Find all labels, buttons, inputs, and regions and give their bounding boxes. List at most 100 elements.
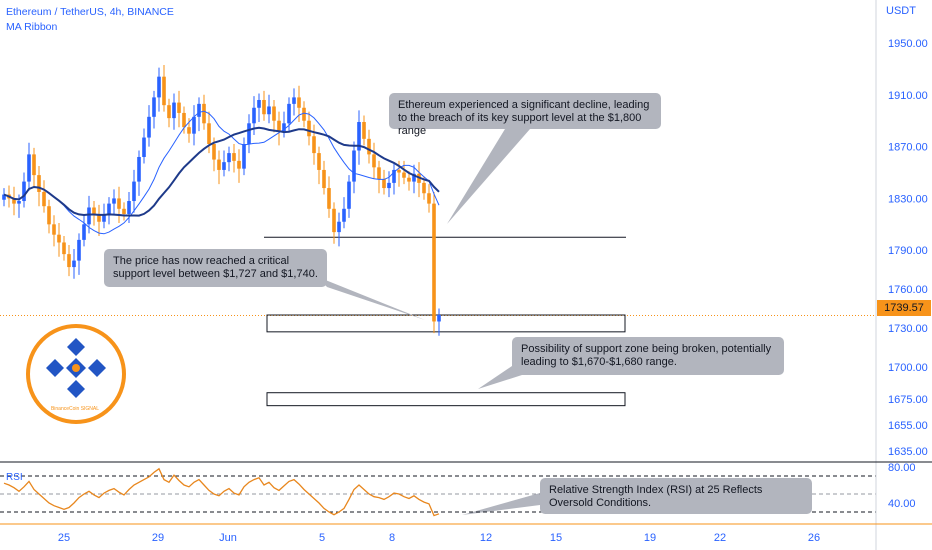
target-zone-1670-1680 [266, 392, 626, 407]
indicator-label[interactable]: MA Ribbon [6, 21, 58, 33]
candle-body [32, 154, 36, 176]
ma-line-fast [3, 110, 440, 235]
candle-body [207, 123, 211, 145]
candle-body [157, 76, 161, 98]
callout-support: The price has now reached a critical sup… [104, 249, 327, 287]
candle-body [2, 194, 6, 200]
candle-body [177, 102, 181, 113]
candle-body [332, 208, 336, 233]
pointer-rsi [462, 493, 540, 515]
candle-body [167, 105, 171, 119]
price-tick-label: 1790.00 [888, 245, 928, 257]
candle-body [357, 122, 361, 151]
candle-body [117, 198, 121, 209]
candle-body [52, 224, 56, 235]
candle-body [147, 116, 151, 138]
candle-body [37, 175, 41, 192]
price-tick-label: 1830.00 [888, 193, 928, 205]
candle-body [22, 181, 26, 202]
symbol-title: Ethereum / TetherUS, 4h, BINANCE [6, 6, 174, 18]
candlesticks [2, 65, 441, 336]
candle-body [382, 179, 386, 189]
candle-body [222, 162, 226, 170]
callout-pointers [318, 129, 540, 515]
candle-body [172, 102, 176, 119]
logo-diamond-right [88, 359, 106, 377]
price-tick-label: 1675.00 [888, 394, 928, 406]
price-tick-label: 1655.00 [888, 420, 928, 432]
time-tick-label: Jun [219, 532, 237, 544]
candle-body [387, 182, 391, 189]
candle-body [362, 122, 366, 139]
candle-body [112, 198, 116, 204]
candle-body [217, 159, 221, 170]
logo-diamond-left [46, 359, 64, 377]
candle-body [132, 181, 136, 202]
price-tick-label: 1635.00 [888, 446, 928, 458]
price-tick-label: 1700.00 [888, 362, 928, 374]
candle-body [12, 198, 16, 204]
candle-body [192, 116, 196, 134]
candle-body [437, 315, 441, 322]
axis-unit-label: USDT [886, 5, 916, 17]
ma-ribbon-lines [3, 110, 440, 235]
candle-body [62, 242, 66, 255]
candle-body [312, 136, 316, 154]
candle-body [17, 201, 21, 204]
time-tick-label: 22 [714, 532, 726, 544]
logo-diamond-bottom [67, 380, 85, 398]
time-tick-label: 12 [480, 532, 492, 544]
logo-text: BinanceCoin SIGNAL [50, 406, 100, 412]
candle-body [272, 106, 276, 121]
candle-body [342, 208, 346, 222]
price-tick-label: 1760.00 [888, 284, 928, 296]
candle-body [127, 201, 131, 214]
candle-body [102, 215, 106, 222]
candle-body [327, 188, 331, 209]
candle-body [202, 103, 206, 124]
candle-body [247, 123, 251, 145]
price-tick-label: 1730.00 [888, 323, 928, 335]
callout-rsi: Relative Strength Index (RSI) at 25 Refl… [540, 478, 812, 514]
candle-body [302, 107, 306, 121]
candle-body [427, 193, 431, 204]
current-price-tag: 1739.57 [877, 300, 931, 316]
candle-body [262, 99, 266, 115]
binance-logo [26, 324, 126, 424]
candle-body [407, 177, 411, 182]
time-tick-label: 5 [319, 532, 325, 544]
callout-break: Possibility of support zone being broken… [512, 337, 784, 375]
candle-body [67, 254, 71, 268]
candle-body [287, 103, 291, 124]
candle-body [322, 169, 326, 189]
candle-body [337, 221, 341, 233]
candle-body [252, 107, 256, 124]
candle-body [397, 169, 401, 173]
candle-body [297, 97, 301, 108]
price-tick-label: 1870.00 [888, 142, 928, 154]
candle-body [182, 112, 186, 128]
candle-body [237, 160, 241, 169]
support-zones [264, 236, 626, 407]
time-tick-label: 25 [58, 532, 70, 544]
candle-body [77, 239, 81, 261]
time-tick-label: 26 [808, 532, 820, 544]
candle-body [307, 120, 311, 137]
candle-body [422, 182, 426, 194]
candle-body [257, 99, 261, 108]
candle-body [347, 181, 351, 209]
candle-body [122, 208, 126, 214]
pointer-break [478, 366, 522, 389]
candle-body [82, 224, 86, 240]
candle-body [27, 154, 31, 182]
time-tick-label: 19 [644, 532, 656, 544]
candle-body [432, 203, 436, 322]
candle-body [292, 97, 296, 104]
candle-body [212, 144, 216, 160]
price-tick-label: 1910.00 [888, 90, 928, 102]
candle-body [277, 120, 281, 132]
candle-body [152, 97, 156, 117]
support-zone-1727-1740 [266, 314, 626, 333]
